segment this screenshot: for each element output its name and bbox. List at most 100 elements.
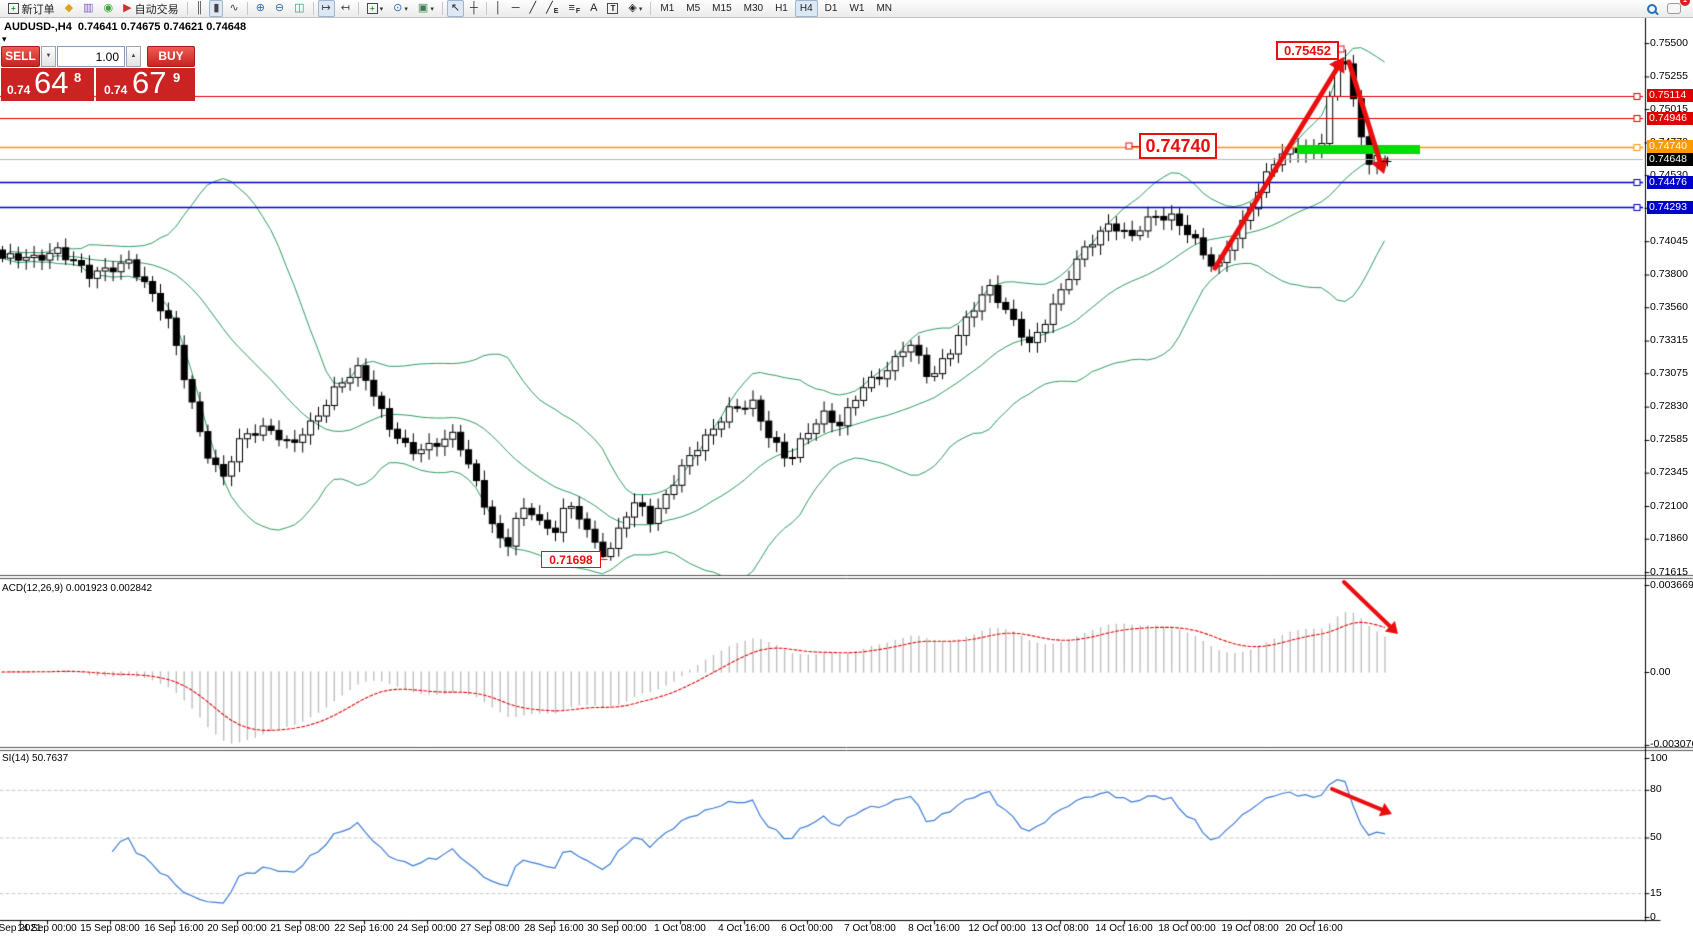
arrows-button[interactable]: ◈ ▾ <box>624 0 646 17</box>
market-watch-icon: ▥ <box>83 2 94 14</box>
equidistant-channel-button[interactable]: ╱ E <box>542 0 562 17</box>
fibonacci-icon-letter: F <box>575 7 581 15</box>
zoom-out-button[interactable]: ⊖ <box>271 0 288 17</box>
timeframe-d1[interactable]: D1 <box>824 3 838 14</box>
level-price-label[interactable]: 0.74476 <box>1647 175 1693 189</box>
toolbar-separator <box>186 2 188 15</box>
trendline-icon: ╱ <box>529 2 537 14</box>
buy-button[interactable]: BUY <box>147 46 195 67</box>
search-button[interactable] <box>1643 0 1661 17</box>
zoom-out-icon: ⊖ <box>274 2 285 14</box>
high-price-annotation[interactable]: 0.75452 <box>1276 41 1339 60</box>
timeframe-h1[interactable]: H1 <box>775 3 788 14</box>
text-label-icon: T <box>607 3 619 14</box>
signals-icon: ◉ <box>103 2 114 14</box>
trendline-button[interactable]: ╱ <box>526 0 541 17</box>
support-price-annotation[interactable]: 0.74740 <box>1139 133 1217 159</box>
arrows-icon: ◈ <box>628 2 637 14</box>
indicators-icon: + <box>366 3 378 14</box>
toolbar-separator <box>246 2 248 15</box>
vertical-line-icon: │ <box>494 2 502 14</box>
volume-input[interactable] <box>57 46 125 67</box>
equidistant-channel-icon-letter: E <box>553 7 559 15</box>
zoom-in-button[interactable]: ⊕ <box>252 0 269 17</box>
new-order-button-label: 新订单 <box>21 3 55 16</box>
toolbar-separator <box>485 2 487 15</box>
buy-price-box[interactable]: 0.74 67 9 <box>96 68 195 101</box>
buy-price-main: 67 <box>132 68 167 100</box>
vertical-line-button[interactable]: │ <box>491 0 506 17</box>
level-price-label[interactable]: 0.75114 <box>1647 89 1693 103</box>
horizontal-line-button[interactable]: ─ <box>508 0 524 17</box>
timeframe-m5[interactable]: M5 <box>686 3 701 14</box>
market-watch-button[interactable]: ▥ <box>79 0 97 17</box>
level-price-label[interactable]: 0.74740 <box>1647 140 1693 154</box>
toolbar-separator <box>312 2 314 15</box>
timeframe-m15[interactable]: M15 <box>712 3 732 14</box>
chart-shift-button[interactable]: ↤ <box>337 0 354 17</box>
sell-price-box[interactable]: 0.74 64 8 <box>1 68 94 101</box>
equidistant-channel-icon: ╱ <box>546 2 553 14</box>
toolbar-separator <box>650 2 652 15</box>
fibonacci-button[interactable]: ≡ F <box>564 0 584 17</box>
timeframe-mn[interactable]: MN <box>876 3 893 14</box>
timeframe-w1[interactable]: W1 <box>849 3 865 14</box>
candlestick-chart-icon: ▮ <box>213 2 220 14</box>
toolbar: + 新订单 ◆ ▥ ◉ ▶ 自动交易 ║ ▮ ∿ ⊕ ⊖ ◫ ↦ ↤ + ▾ ⊙ ▾ ▣ ▾ ↖ ┼ │ ─ ╱ ╱ E ≡ F A T ◈ ▾ M… <box>0 0 1693 18</box>
notification-badge: 1 <box>1680 0 1690 6</box>
chart-shift-icon: ↤ <box>340 2 350 14</box>
autotrading-button-label: 自动交易 <box>134 3 179 16</box>
timeframe-m1[interactable]: M1 <box>660 3 675 14</box>
metaeditor-button[interactable]: ◆ <box>61 0 77 17</box>
search-icon <box>1647 3 1657 14</box>
bar-chart-icon: ║ <box>195 2 204 14</box>
fibonacci-icon: ≡ <box>568 2 575 14</box>
level-price-label[interactable]: 0.74293 <box>1647 200 1693 214</box>
text-label-button[interactable]: T <box>603 0 622 17</box>
timeframe-h4[interactable]: H4 <box>794 0 818 17</box>
notifications-button[interactable]: 1 <box>1663 0 1690 17</box>
crosshair-button[interactable]: ┼ <box>466 0 482 17</box>
chevron-down-icon: ▾ <box>379 5 384 13</box>
timeframe-m30[interactable]: M30 <box>743 3 764 14</box>
buy-price-prefix: 0.74 <box>104 83 128 97</box>
tile-windows-icon: ◫ <box>294 2 305 14</box>
templates-icon: ▣ <box>417 2 429 14</box>
chevron-down-icon: ▾ <box>404 5 408 13</box>
indicators-button[interactable]: + ▾ <box>363 0 387 17</box>
crosshair-icon: ┼ <box>470 2 478 14</box>
zoom-in-icon: ⊕ <box>255 2 265 14</box>
cursor-button[interactable]: ↖ <box>446 0 465 17</box>
toolbar-separator <box>357 2 359 15</box>
candlestick-chart-button[interactable]: ▮ <box>209 0 224 17</box>
templates-button[interactable]: ▣ ▾ <box>414 0 438 17</box>
volume-increase-icon[interactable]: ▲ <box>126 46 141 67</box>
sell-button[interactable]: SELL <box>1 46 40 67</box>
bar-chart-button[interactable]: ║ <box>192 0 208 17</box>
tile-windows-button[interactable]: ◫ <box>290 0 308 17</box>
periods-button[interactable]: ⊙ ▾ <box>389 0 412 17</box>
new-order-icon: + <box>8 3 19 14</box>
sell-price-prefix: 0.74 <box>7 83 31 97</box>
low-price-annotation[interactable]: 0.71698 <box>541 551 601 568</box>
new-order-button[interactable]: + 新订单 <box>4 0 59 17</box>
chevron-down-icon: ▾ <box>638 5 643 13</box>
one-click-collapse-icon[interactable]: ▾ <box>2 34 7 44</box>
signals-button[interactable]: ◉ <box>100 0 118 17</box>
current-price-label[interactable]: 0.74648 <box>1647 152 1693 166</box>
auto-scroll-icon: ↦ <box>321 2 331 14</box>
volume-decrease-icon[interactable]: ▼ <box>41 46 56 67</box>
auto-scroll-button[interactable]: ↦ <box>317 0 335 17</box>
buy-price-pip: 9 <box>173 70 181 85</box>
autotrading-button[interactable]: ▶ 自动交易 <box>119 0 182 17</box>
chevron-down-icon: ▾ <box>430 5 434 13</box>
text-icon: A <box>590 2 598 14</box>
chat-bubble-icon <box>1667 3 1681 14</box>
cursor-icon: ↖ <box>450 2 461 14</box>
sell-price-main: 64 <box>34 68 69 100</box>
text-button[interactable]: A <box>586 0 601 17</box>
line-chart-button[interactable]: ∿ <box>225 0 242 17</box>
level-price-label[interactable]: 0.74946 <box>1647 111 1693 125</box>
periods-icon: ⊙ <box>393 2 403 14</box>
